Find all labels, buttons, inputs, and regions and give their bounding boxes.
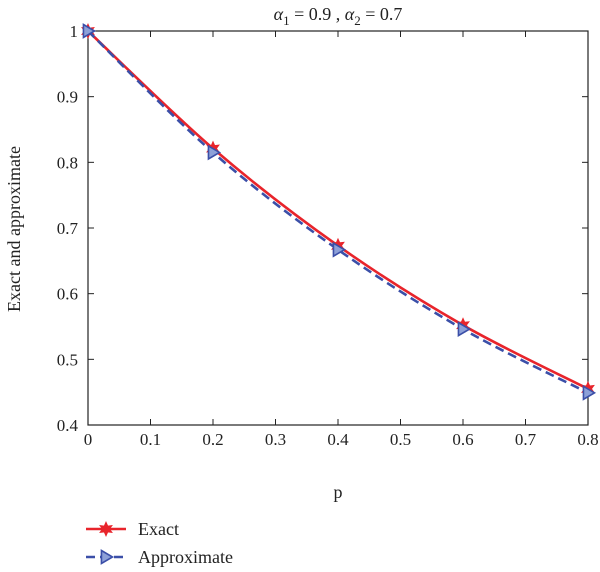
alpha1-subscript: 1 <box>283 13 290 28</box>
x-tick-label: 0 <box>84 430 93 449</box>
series-line-approximate <box>87 30 589 394</box>
x-tick-label: 0.3 <box>265 430 286 449</box>
alpha2-symbol: α <box>345 4 355 24</box>
legend-label: Exact <box>138 519 179 539</box>
legend-item-approximate: Approximate <box>86 547 233 567</box>
plot-area <box>87 30 589 426</box>
y-tick-label: 0.8 <box>57 153 78 172</box>
legend-marker <box>100 549 115 565</box>
y-tick-label: 0.6 <box>57 285 78 304</box>
data-point-approximate <box>332 241 347 258</box>
chart-title: α1 = 0.9 , α2 = 0.7 <box>274 4 403 28</box>
x-tick-label: 0.7 <box>515 430 537 449</box>
legend: Exact Approximate <box>86 519 233 567</box>
y-tick-label: 1 <box>70 22 79 41</box>
alpha1-symbol: α <box>274 4 284 24</box>
series-exact <box>81 23 595 397</box>
legend-marker <box>99 521 113 537</box>
y-tick-label: 0.9 <box>57 88 78 107</box>
x-tick-label: 0.1 <box>140 430 161 449</box>
legend-item-exact: Exact <box>86 519 179 539</box>
x-tick-label: 0.5 <box>390 430 411 449</box>
alpha2-subscript: 2 <box>354 13 361 28</box>
y-tick-label: 0.7 <box>57 219 79 238</box>
y-tick-label: 0.4 <box>57 416 79 435</box>
legend-label: Approximate <box>138 547 233 567</box>
plot-frame <box>87 30 589 426</box>
x-tick-label: 0.8 <box>577 430 598 449</box>
series-line-exact <box>87 30 589 391</box>
alpha2-value: = 0.7 <box>361 4 403 24</box>
data-point-approximate <box>457 321 472 338</box>
x-tick-label: 0.6 <box>452 430 473 449</box>
y-tick-label: 0.5 <box>57 350 78 369</box>
data-point-approximate <box>582 384 597 401</box>
y-axis-ticks: 0.4 0.5 0.6 0.7 0.8 0.9 1 <box>57 22 588 435</box>
x-tick-label: 0.4 <box>327 430 349 449</box>
data-point-approximate <box>82 23 97 39</box>
data-point-approximate <box>207 144 222 161</box>
x-tick-label: 0.2 <box>202 430 223 449</box>
alpha1-value: = 0.9 , <box>290 4 345 24</box>
series-layer <box>81 23 597 401</box>
y-axis-label: Exact and approximate <box>4 146 24 312</box>
x-axis-ticks: 0 0.1 0.2 0.3 0.4 0.5 0.6 0.7 0.8 <box>84 31 599 449</box>
series-approximate <box>82 23 597 401</box>
x-axis-label: p <box>334 482 343 502</box>
